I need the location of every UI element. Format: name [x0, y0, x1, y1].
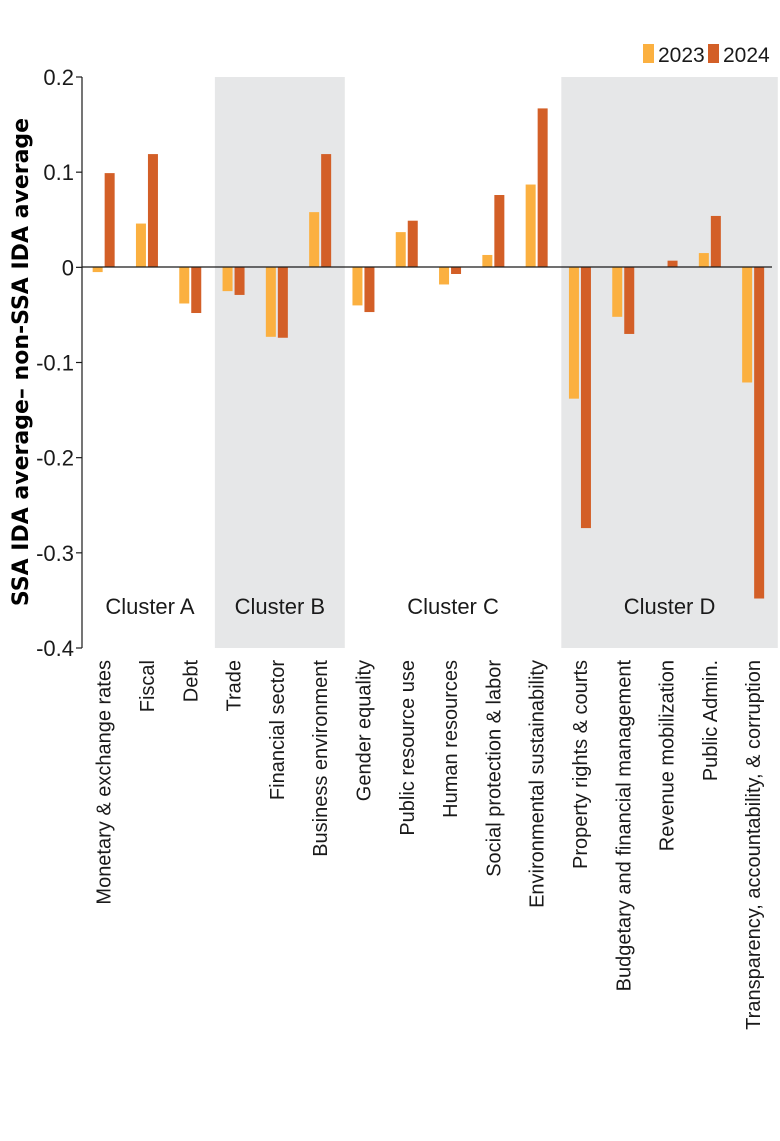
- bar-2024-1: [147, 154, 158, 268]
- y-tick-label-3: -0.1: [36, 351, 74, 376]
- bar-2023-2: [179, 267, 190, 304]
- bar-2024-0: [104, 173, 115, 268]
- x-category-label-6: Gender equality: [353, 660, 375, 801]
- cluster-label-3: Cluster D: [624, 594, 716, 619]
- bar-2023-14: [698, 253, 709, 268]
- bar-2023-5: [309, 212, 320, 268]
- cluster-label-0: Cluster A: [105, 594, 195, 619]
- cluster-shade-3: [561, 77, 778, 648]
- x-category-label-2: Debt: [180, 660, 202, 703]
- bar-2023-9: [482, 254, 493, 268]
- bar-2023-8: [439, 267, 450, 285]
- bar-2023-15: [742, 267, 753, 383]
- bar-2024-2: [191, 267, 202, 314]
- cluster-label-2: Cluster C: [407, 594, 499, 619]
- y-ticks: 0.2 0.1 0 -0.1 -0.2 -0.3 -0.4: [36, 65, 82, 661]
- bar-2024-8: [451, 267, 462, 274]
- y-tick-label-1: 0.1: [43, 160, 74, 185]
- legend-swatch-2023: [643, 44, 654, 63]
- x-category-label-5: Business environment: [310, 660, 332, 857]
- y-tick-label-6: -0.4: [36, 636, 74, 661]
- bar-2023-6: [352, 267, 363, 306]
- y-axis-label: SSA IDA average– non-SSA IDA average: [9, 118, 34, 606]
- x-category-labels: Monetary & exchange rates Fiscal Debt Trade…: [94, 660, 766, 1030]
- bar-2024-3: [234, 267, 245, 295]
- bar-2024-4: [277, 267, 288, 338]
- bar-2023-10: [525, 184, 536, 268]
- x-category-label-3: Trade: [224, 660, 246, 712]
- bar-2024-11: [580, 267, 591, 529]
- y-tick-label-2: 0: [62, 255, 74, 280]
- y-tick-label-5: -0.3: [36, 541, 74, 566]
- bar-2023-7: [395, 232, 406, 268]
- x-category-label-13: Revenue mobilization: [657, 660, 679, 851]
- cluster-shading: [214, 77, 778, 648]
- bar-2023-11: [568, 267, 579, 399]
- x-category-label-9: Social protection & labor: [483, 660, 505, 877]
- y-tick-label-4: -0.2: [36, 446, 74, 471]
- bar-2024-7: [407, 220, 418, 268]
- cluster-label-1: Cluster B: [235, 594, 325, 619]
- bars-layer: [92, 108, 765, 599]
- bar-2024-12: [624, 267, 635, 334]
- x-category-label-8: Human resources: [440, 660, 462, 818]
- bar-2024-14: [710, 215, 721, 268]
- legend-label-2023: 2023: [658, 44, 705, 67]
- y-tick-label-0: 0.2: [43, 65, 74, 90]
- cluster-labels: Cluster A Cluster B Cluster C Cluster D: [105, 594, 715, 619]
- x-category-label-11: Property rights & courts: [570, 660, 592, 869]
- bar-2023-0: [92, 267, 103, 273]
- bar-2023-4: [265, 267, 276, 337]
- legend: 2023 2024: [643, 44, 770, 67]
- x-category-label-15: Transparency, accountability, & corrupti…: [743, 660, 765, 1030]
- bar-2024-9: [494, 195, 505, 268]
- x-category-label-7: Public resource use: [397, 660, 419, 836]
- bar-2023-12: [612, 267, 623, 317]
- bar-2024-5: [321, 154, 332, 268]
- x-category-label-12: Budgetary and financial management: [613, 660, 635, 992]
- bar-2024-10: [537, 108, 548, 268]
- x-category-label-4: Financial sector: [267, 660, 289, 800]
- bar-2024-13: [667, 260, 678, 268]
- x-category-label-1: Fiscal: [137, 660, 159, 712]
- legend-swatch-2024: [708, 44, 719, 63]
- x-category-label-10: Environmental sustainability: [527, 660, 549, 908]
- bar-2023-1: [135, 223, 146, 268]
- x-category-label-14: Public Admin.: [700, 660, 722, 781]
- bar-2024-15: [754, 267, 765, 599]
- legend-label-2024: 2024: [723, 44, 770, 67]
- bar-2024-6: [364, 267, 375, 313]
- bar-2023-3: [222, 267, 233, 292]
- x-category-label-0: Monetary & exchange rates: [94, 660, 116, 905]
